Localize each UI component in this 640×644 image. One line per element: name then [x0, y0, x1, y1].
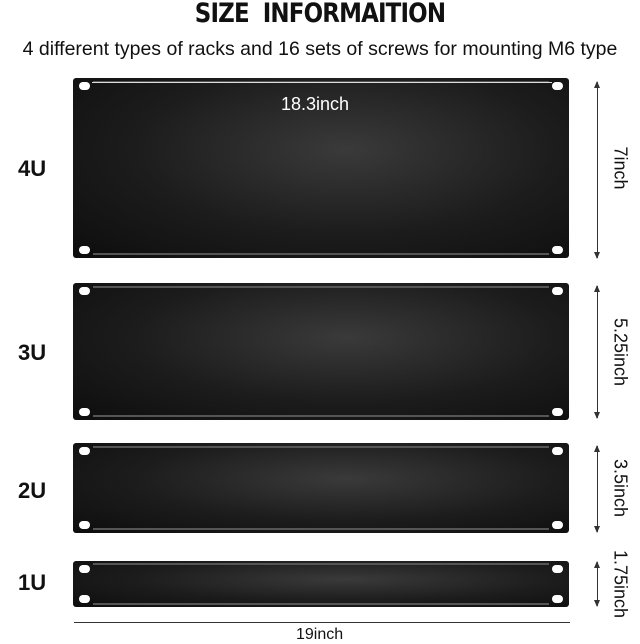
rack-panel-2u — [73, 443, 569, 533]
height-label-3u: 5.25inch — [610, 317, 631, 387]
height-label-1u: 1.75inch — [610, 549, 631, 619]
height-label-4u: 7inch — [610, 146, 631, 190]
rack-panel-4u — [73, 78, 569, 258]
panel-label-2u: 2U — [18, 478, 47, 503]
inner-width-arrow — [92, 82, 552, 83]
panel-label-4u: 4U — [18, 156, 47, 181]
panel-label-3u: 3U — [18, 340, 47, 365]
height-arrow-3u — [594, 285, 600, 419]
outer-width-label: 19inch — [296, 626, 344, 643]
subtitle: 4 different types of racks and 16 sets o… — [22, 38, 618, 60]
outer-width-arrow — [74, 622, 570, 623]
height-label-2u: 3.5inch — [610, 458, 631, 518]
height-arrow-1u — [594, 561, 600, 607]
panel-label-1u: 1U — [18, 570, 47, 595]
inner-width-label: 18.3inch — [281, 94, 350, 114]
rack-panel-3u — [73, 283, 569, 420]
rack-panel-1u — [73, 561, 569, 607]
height-arrow-2u — [594, 445, 600, 533]
height-arrow-4u — [594, 81, 600, 259]
page-title: SIZE INFORMAITION — [194, 0, 446, 29]
